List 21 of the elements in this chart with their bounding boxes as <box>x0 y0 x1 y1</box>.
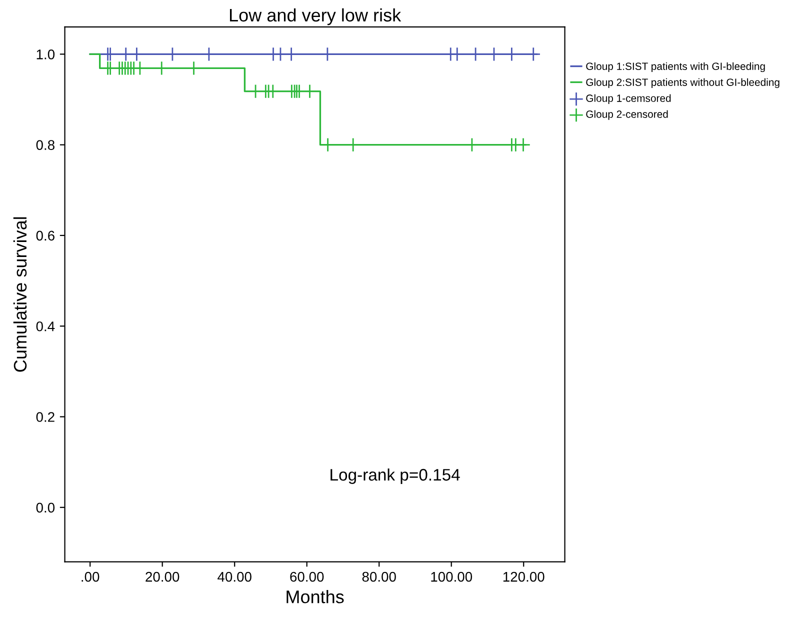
annotation: Log-rank p=0.154 <box>330 468 460 484</box>
y-tick-label: 0.6 <box>36 230 54 241</box>
chart-title: Low and very low risk <box>230 8 402 26</box>
y-axis-title: Cumulative survival <box>13 217 27 372</box>
legend-label: Gloup 1:SIST patients with GI-bleeding <box>586 62 765 72</box>
x-tick-label: 60.00 <box>290 572 324 582</box>
y-tick-label: 0.0 <box>36 502 55 513</box>
x-tick-label: 120.00 <box>503 572 544 582</box>
x-tick-label: 80.00 <box>362 572 396 582</box>
y-tick-label: 1.0 <box>36 49 55 60</box>
x-tick-label: 40.00 <box>218 572 252 582</box>
legend-label: Gloup 1-cemsored <box>586 94 671 104</box>
y-tick-label: 0.2 <box>36 412 54 422</box>
legend-label: Gloup 2:SIST patients without GI-bleeding <box>586 78 780 88</box>
y-tick-label: 0.4 <box>36 321 55 332</box>
y-tick-label: 0.8 <box>36 140 54 150</box>
legend-label: Gloup 2-censored <box>586 110 668 120</box>
x-tick-label: .00 <box>82 572 100 582</box>
x-tick-label: 100.00 <box>431 572 472 582</box>
x-axis-title: Months <box>286 590 344 604</box>
x-tick-label: 20.00 <box>146 572 180 582</box>
